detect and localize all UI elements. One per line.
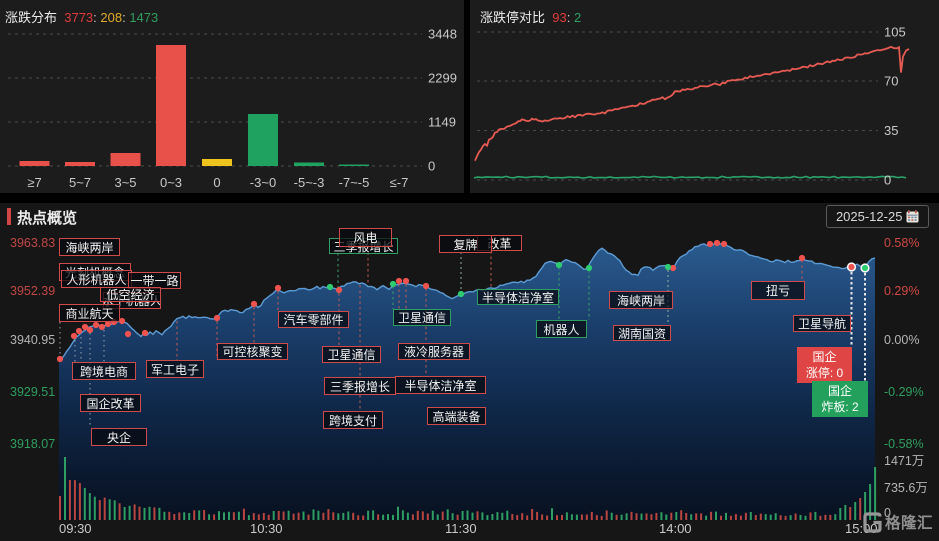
svg-text:3~5: 3~5 [114, 175, 136, 190]
svg-text:-3~0: -3~0 [250, 175, 276, 190]
svg-text:1149: 1149 [428, 115, 456, 130]
svg-text:5~7: 5~7 [69, 175, 91, 190]
svg-text:105: 105 [884, 25, 906, 40]
svg-text:35: 35 [884, 123, 898, 138]
svg-text:0: 0 [428, 159, 435, 174]
svg-text:≥7: ≥7 [27, 175, 41, 190]
svg-text:3448: 3448 [428, 27, 457, 42]
svg-text:70: 70 [884, 74, 898, 89]
svg-text:-7~-5: -7~-5 [339, 175, 370, 190]
svg-text:0: 0 [884, 173, 891, 188]
svg-text:≤-7: ≤-7 [390, 175, 409, 190]
svg-text:0: 0 [213, 175, 220, 190]
svg-text:2299: 2299 [428, 71, 457, 86]
svg-text:0~3: 0~3 [160, 175, 182, 190]
svg-text:-5~-3: -5~-3 [294, 175, 325, 190]
